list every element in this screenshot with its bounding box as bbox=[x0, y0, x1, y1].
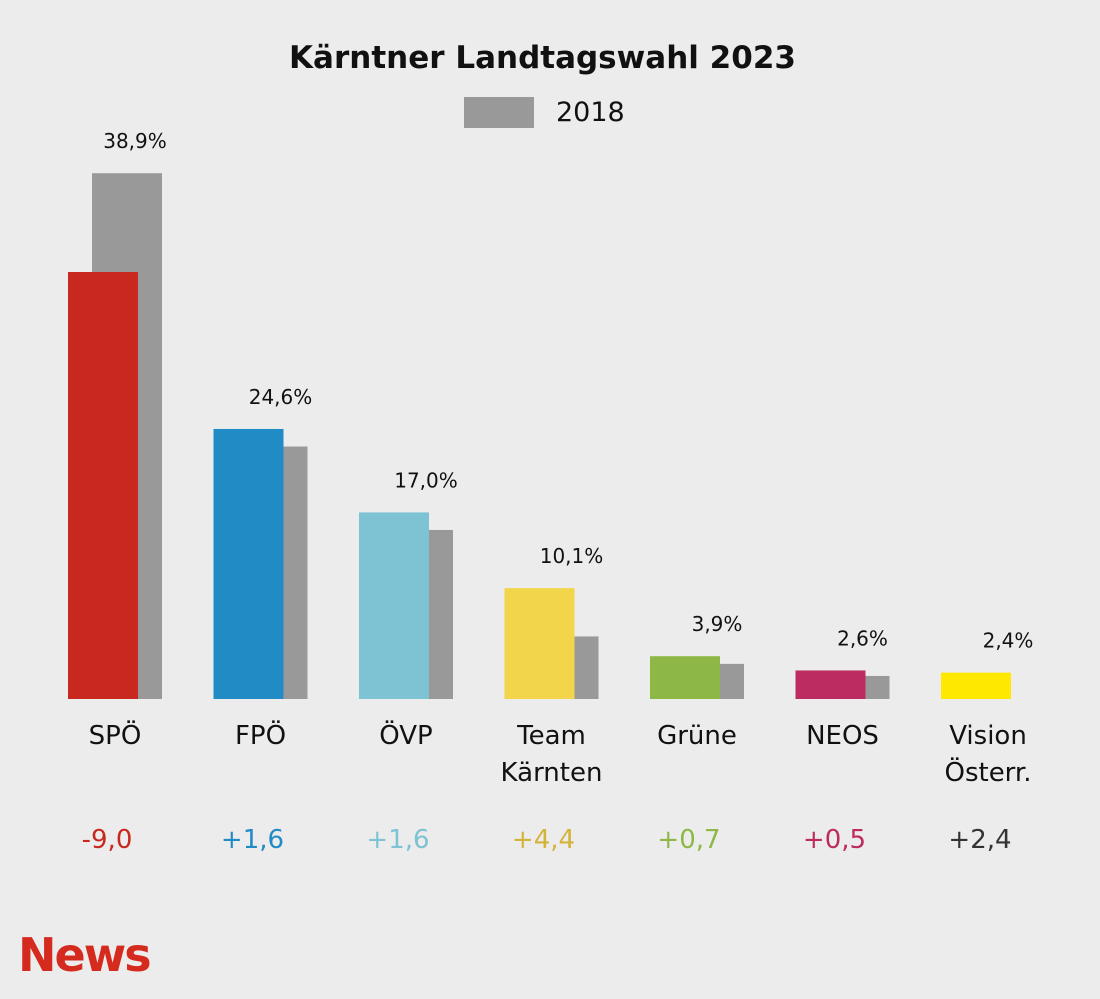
party-label-team-kärnten-line2: Kärnten bbox=[501, 758, 603, 788]
legend-label-2018: 2018 bbox=[556, 97, 625, 128]
bar-2023-spö bbox=[68, 272, 138, 699]
party-label-spö: SPÖ bbox=[89, 719, 142, 751]
value-label-övp: 17,0% bbox=[394, 468, 458, 492]
value-label-vision-österr.: 2,4% bbox=[983, 629, 1034, 653]
party-label-övp: ÖVP bbox=[379, 719, 432, 751]
bar-2023-fpö bbox=[213, 428, 284, 699]
value-label-neos: 2,6% bbox=[837, 626, 888, 650]
change-label-övp: +1,6 bbox=[366, 825, 429, 855]
party-label-team-kärnten: Team bbox=[516, 721, 586, 751]
party-label-grüne: Grüne bbox=[657, 721, 737, 751]
legend: 2018 bbox=[464, 97, 625, 128]
bar-2023-team-kärnten bbox=[504, 588, 575, 699]
value-label-team-kärnten: 10,1% bbox=[540, 544, 604, 568]
bar-2023-vision-österr. bbox=[941, 672, 1011, 699]
value-label-spö: 38,9% bbox=[103, 129, 167, 153]
party-label-fpö: FPÖ bbox=[235, 719, 286, 751]
change-label-neos: +0,5 bbox=[803, 825, 866, 855]
change-label-spö: -9,0 bbox=[82, 825, 133, 855]
news-logo: News bbox=[18, 928, 152, 982]
change-label-fpö: +1,6 bbox=[221, 825, 284, 855]
chart-title: Kärntner Landtagswahl 2023 bbox=[289, 40, 796, 76]
change-label-vision-österr.: +2,4 bbox=[948, 825, 1011, 855]
party-label-vision-österr.-line2: Österr. bbox=[944, 756, 1031, 788]
legend-swatch-2018 bbox=[464, 97, 534, 128]
change-label-team-kärnten: +4,4 bbox=[512, 825, 575, 855]
party-label-neos: NEOS bbox=[806, 721, 879, 751]
change-label-grüne: +0,7 bbox=[657, 825, 720, 855]
bar-chart: 38,9% SPÖ -9,0 24,6% FPÖ +1,6 17,0% ÖVP +1,6 10,1… bbox=[68, 129, 1034, 855]
party-label-vision-österr.: Vision bbox=[949, 721, 1027, 751]
bar-2023-grüne bbox=[650, 656, 720, 699]
bar-2023-övp bbox=[359, 512, 429, 699]
bar-2023-neos bbox=[795, 670, 866, 699]
value-label-fpö: 24,6% bbox=[249, 385, 313, 409]
value-label-grüne: 3,9% bbox=[692, 612, 743, 636]
